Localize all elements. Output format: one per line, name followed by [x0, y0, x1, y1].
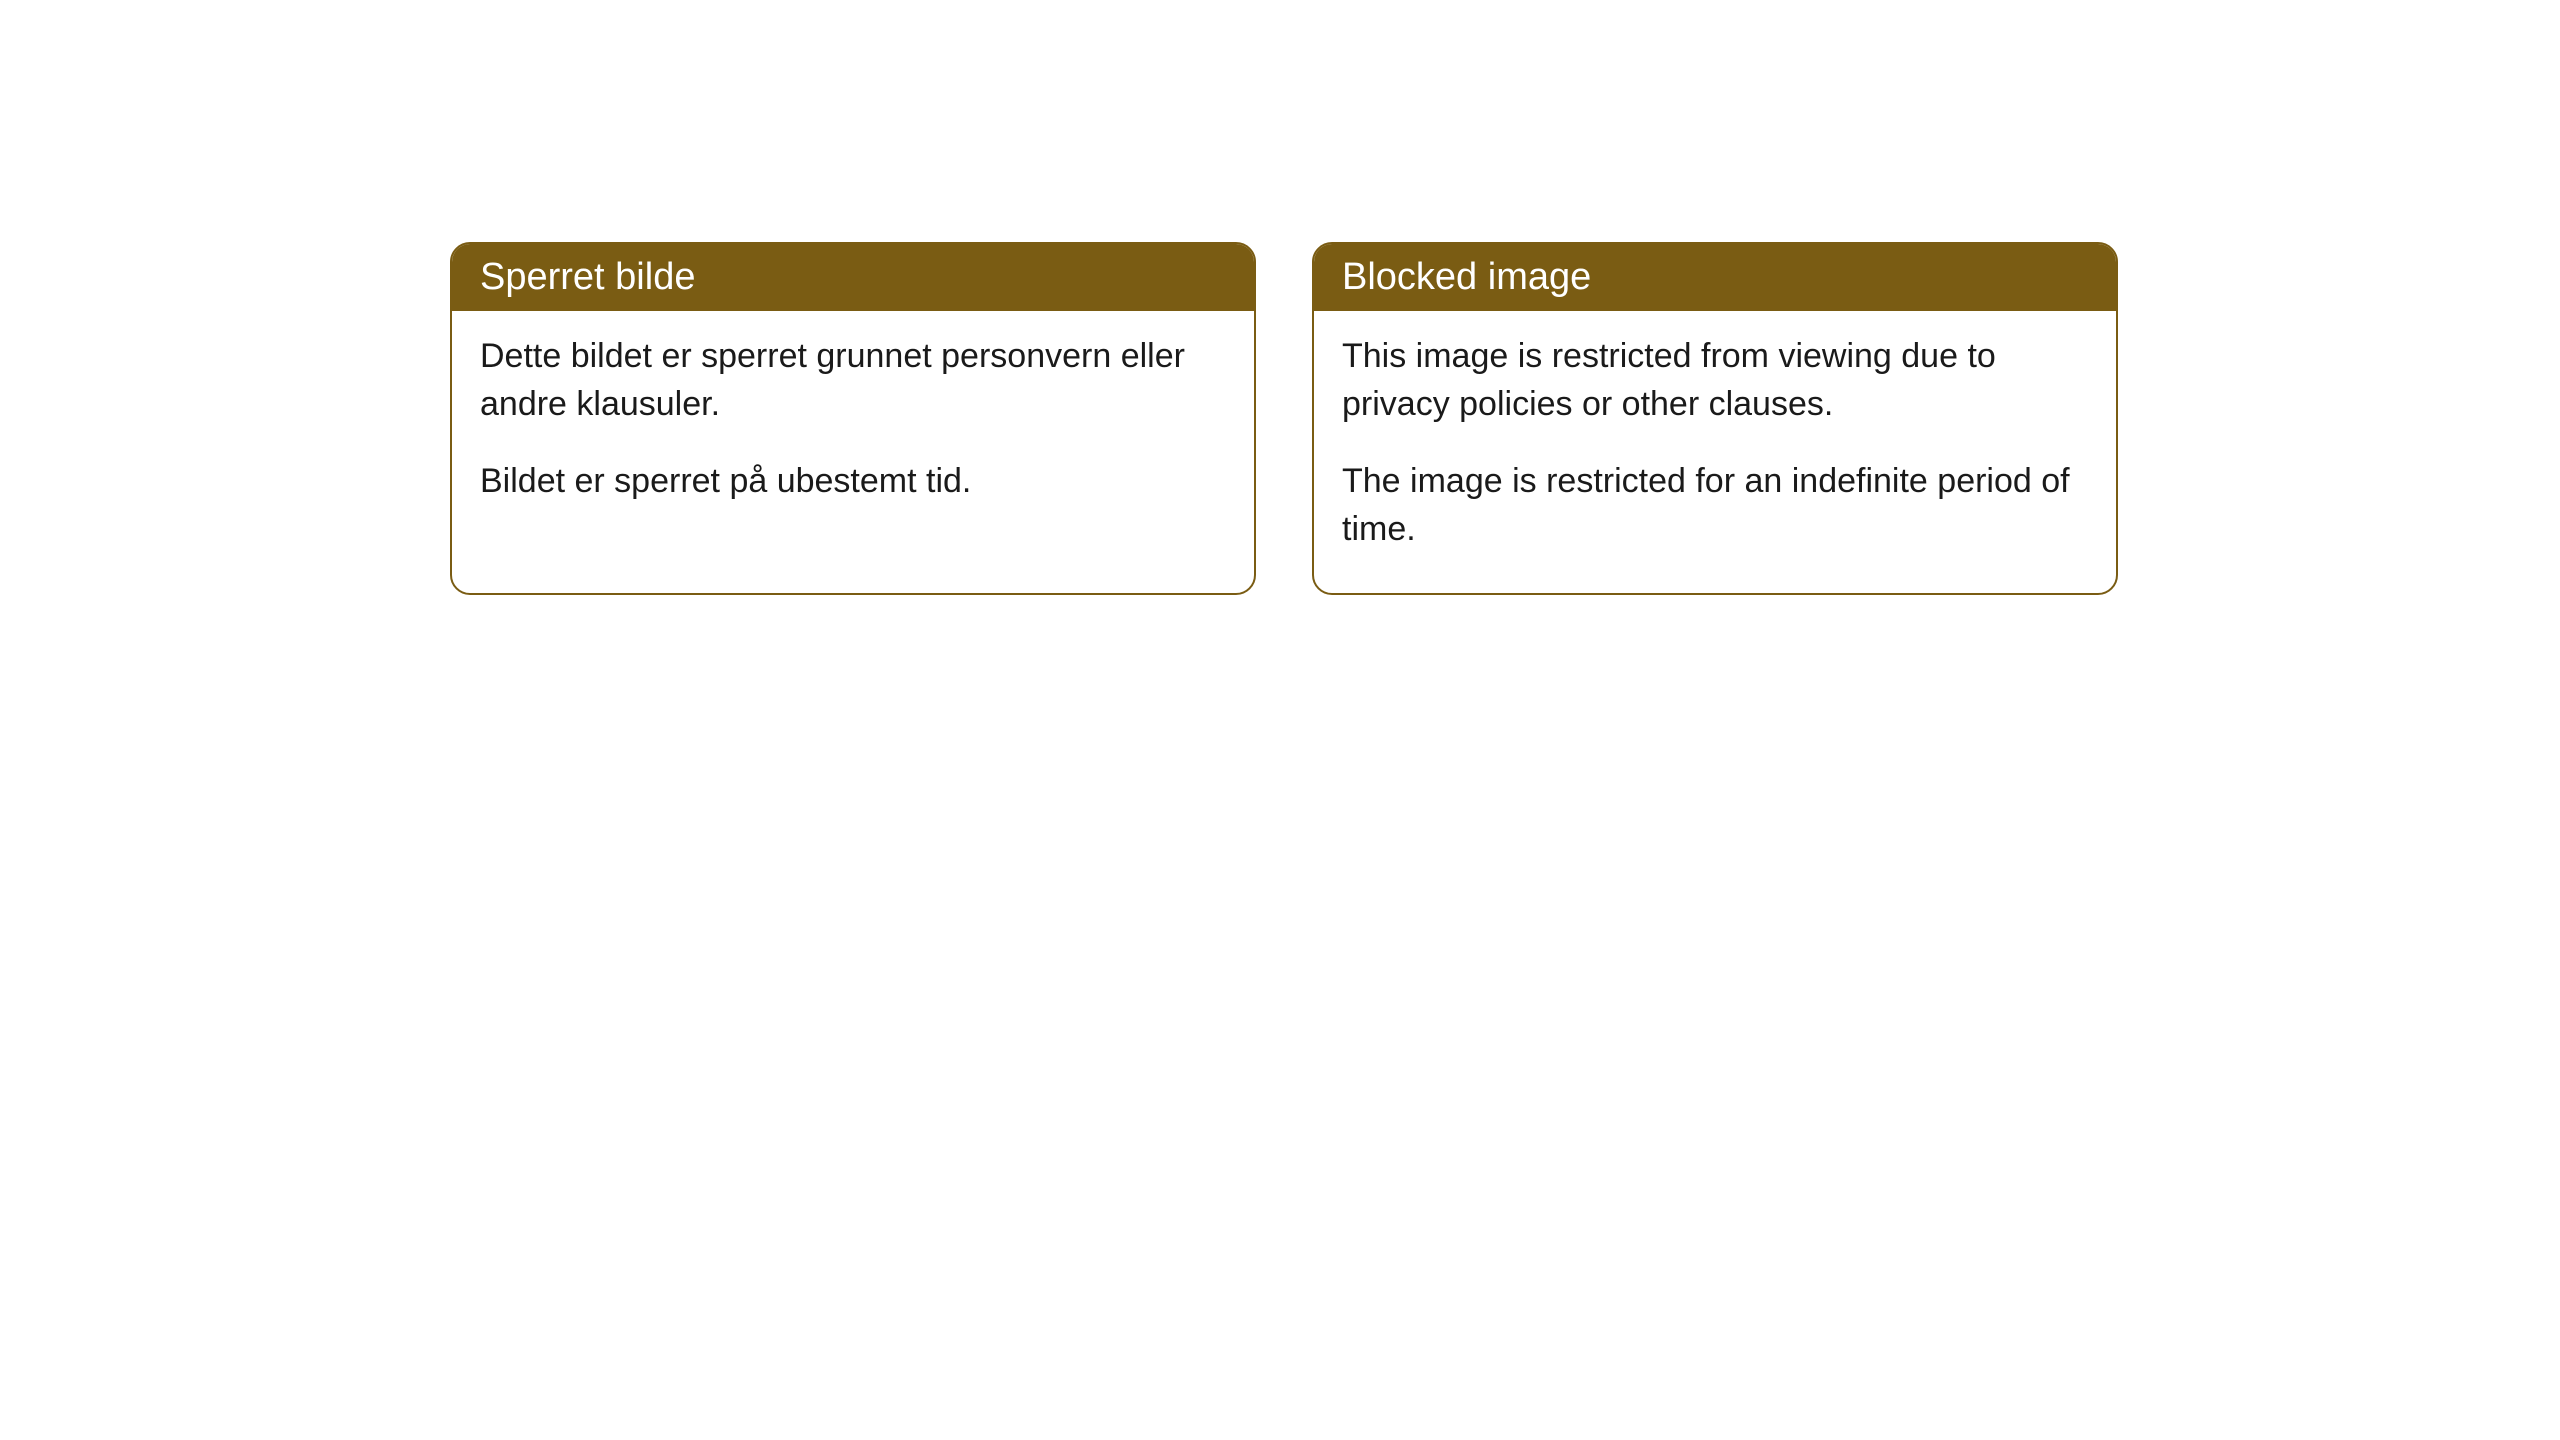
card-paragraph2-english: The image is restricted for an indefinit…	[1342, 458, 2088, 553]
card-paragraph1-english: This image is restricted from viewing du…	[1342, 333, 2088, 428]
blocked-image-card-english: Blocked image This image is restricted f…	[1312, 242, 2118, 595]
card-body-english: This image is restricted from viewing du…	[1314, 311, 2116, 593]
card-body-norwegian: Dette bildet er sperret grunnet personve…	[452, 311, 1254, 546]
cards-container: Sperret bilde Dette bildet er sperret gr…	[0, 0, 2560, 595]
card-header-norwegian: Sperret bilde	[452, 244, 1254, 311]
card-paragraph2-norwegian: Bildet er sperret på ubestemt tid.	[480, 458, 1226, 506]
card-paragraph1-norwegian: Dette bildet er sperret grunnet personve…	[480, 333, 1226, 428]
card-title-english: Blocked image	[1342, 256, 1591, 298]
blocked-image-card-norwegian: Sperret bilde Dette bildet er sperret gr…	[450, 242, 1256, 595]
card-header-english: Blocked image	[1314, 244, 2116, 311]
card-title-norwegian: Sperret bilde	[480, 256, 695, 298]
